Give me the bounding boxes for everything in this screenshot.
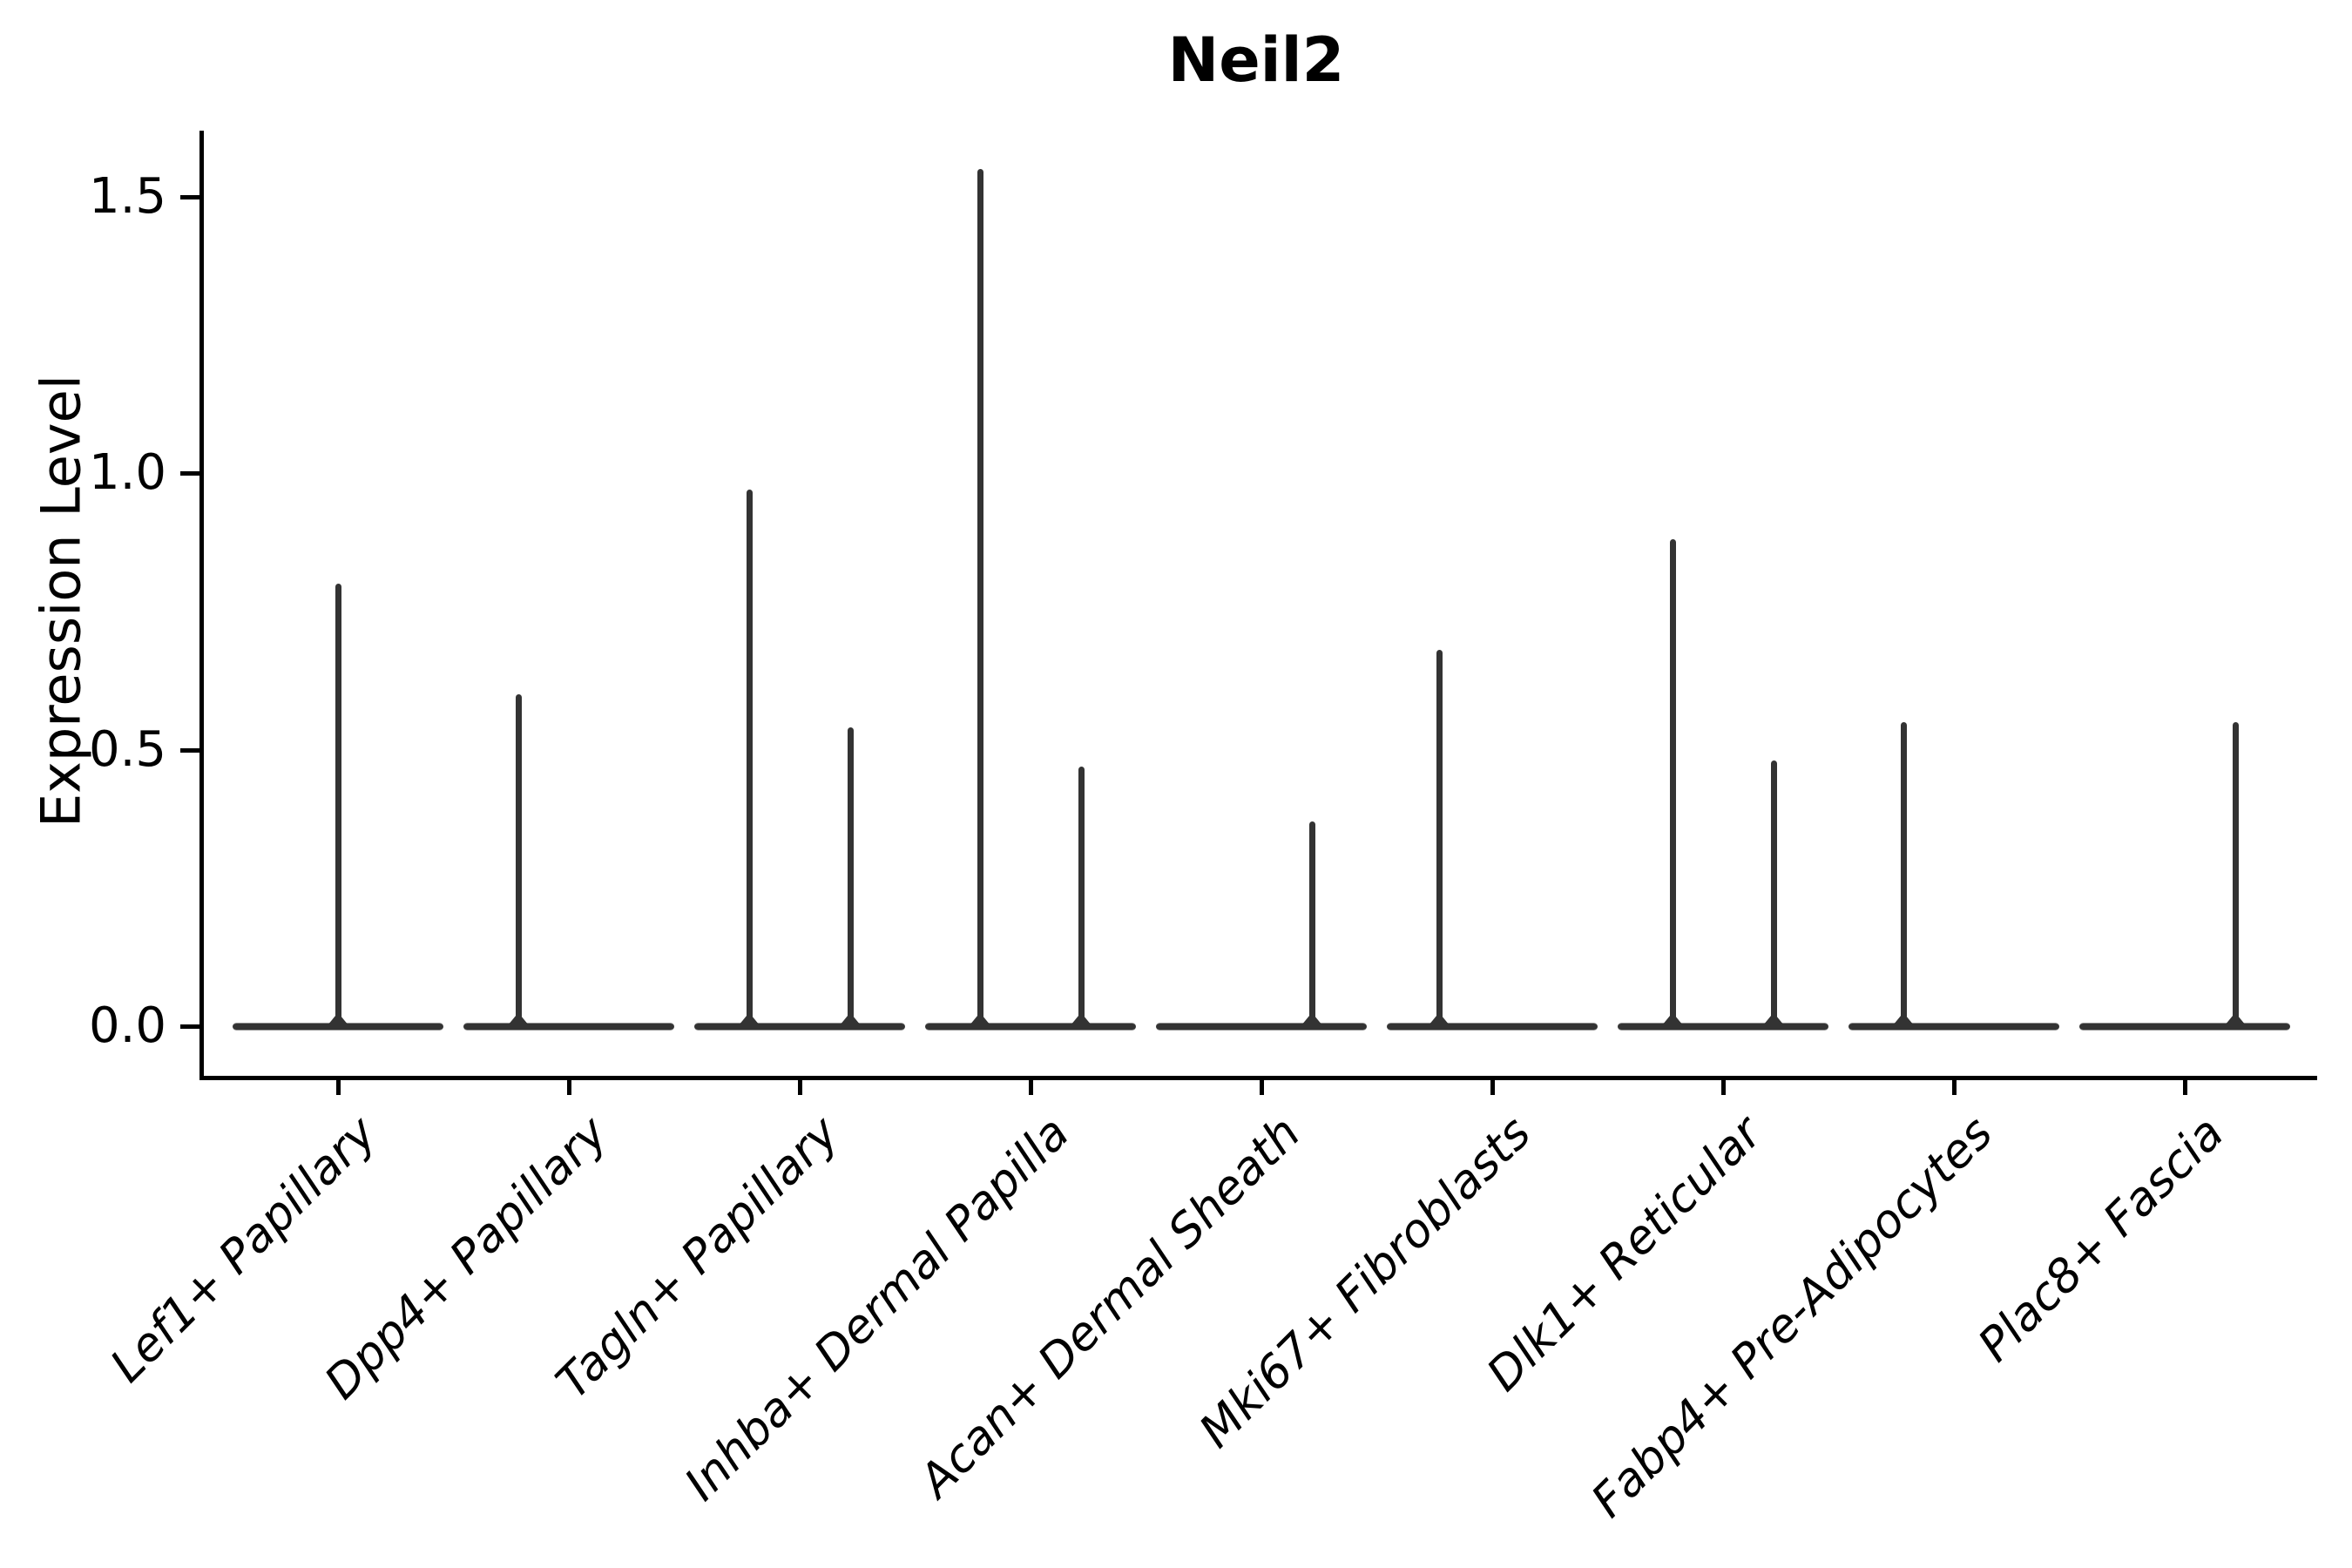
y-tick-label: 1.5 [88, 167, 166, 225]
violin-base [1156, 1023, 1367, 1031]
y-tick-mark [180, 471, 199, 476]
y-tick-mark [180, 747, 199, 753]
plot-area [199, 131, 2317, 1080]
violin-base [925, 1023, 1136, 1031]
violin-spike [335, 584, 341, 1029]
violin-spike [516, 694, 522, 1029]
x-tick-mark [1260, 1076, 1264, 1095]
x-tick-mark [1721, 1076, 1726, 1095]
x-tick-mark [798, 1076, 802, 1095]
violin-base [1387, 1023, 1598, 1031]
violin-base [463, 1023, 674, 1031]
x-tick-mark [1490, 1076, 1495, 1095]
x-tick-mark [567, 1076, 571, 1095]
x-tick-mark [1952, 1076, 1957, 1095]
x-tick-mark [2183, 1076, 2187, 1095]
violin-spike [1436, 650, 1443, 1029]
violin-spike [1901, 721, 1907, 1029]
violin-spike [747, 490, 753, 1029]
y-tick-label: 0.5 [88, 720, 166, 778]
violin-spike [1670, 539, 1676, 1029]
x-tick-mark [336, 1076, 341, 1095]
violin-spike [977, 169, 983, 1029]
violin-spike [2233, 721, 2239, 1029]
violin-spike [1078, 766, 1085, 1029]
x-tick-mark [1029, 1076, 1033, 1095]
x-tick-label: Acan+ Dermal Sheath [909, 1106, 1311, 1508]
x-tick-label: Fabp4+ Pre-Adipocytes [1581, 1106, 2004, 1528]
y-tick-label: 1.0 [88, 444, 166, 502]
violin-base [1848, 1023, 2059, 1031]
violin-base [2079, 1023, 2290, 1031]
y-tick-mark [180, 1024, 199, 1029]
violin-spike [1771, 760, 1777, 1029]
violin-base [1618, 1023, 1828, 1031]
x-tick-label: Inhba+ Dermal Papilla [674, 1106, 1080, 1511]
violin-spike [848, 727, 854, 1029]
y-tick-mark [180, 194, 199, 199]
violin-spike [1309, 821, 1315, 1029]
plot-title: Neil2 [1167, 24, 1345, 96]
violin-base [694, 1023, 905, 1031]
x-tick-label: Plac8+ Fascia [1968, 1106, 2234, 1373]
y-tick-label: 0.0 [88, 997, 166, 1054]
